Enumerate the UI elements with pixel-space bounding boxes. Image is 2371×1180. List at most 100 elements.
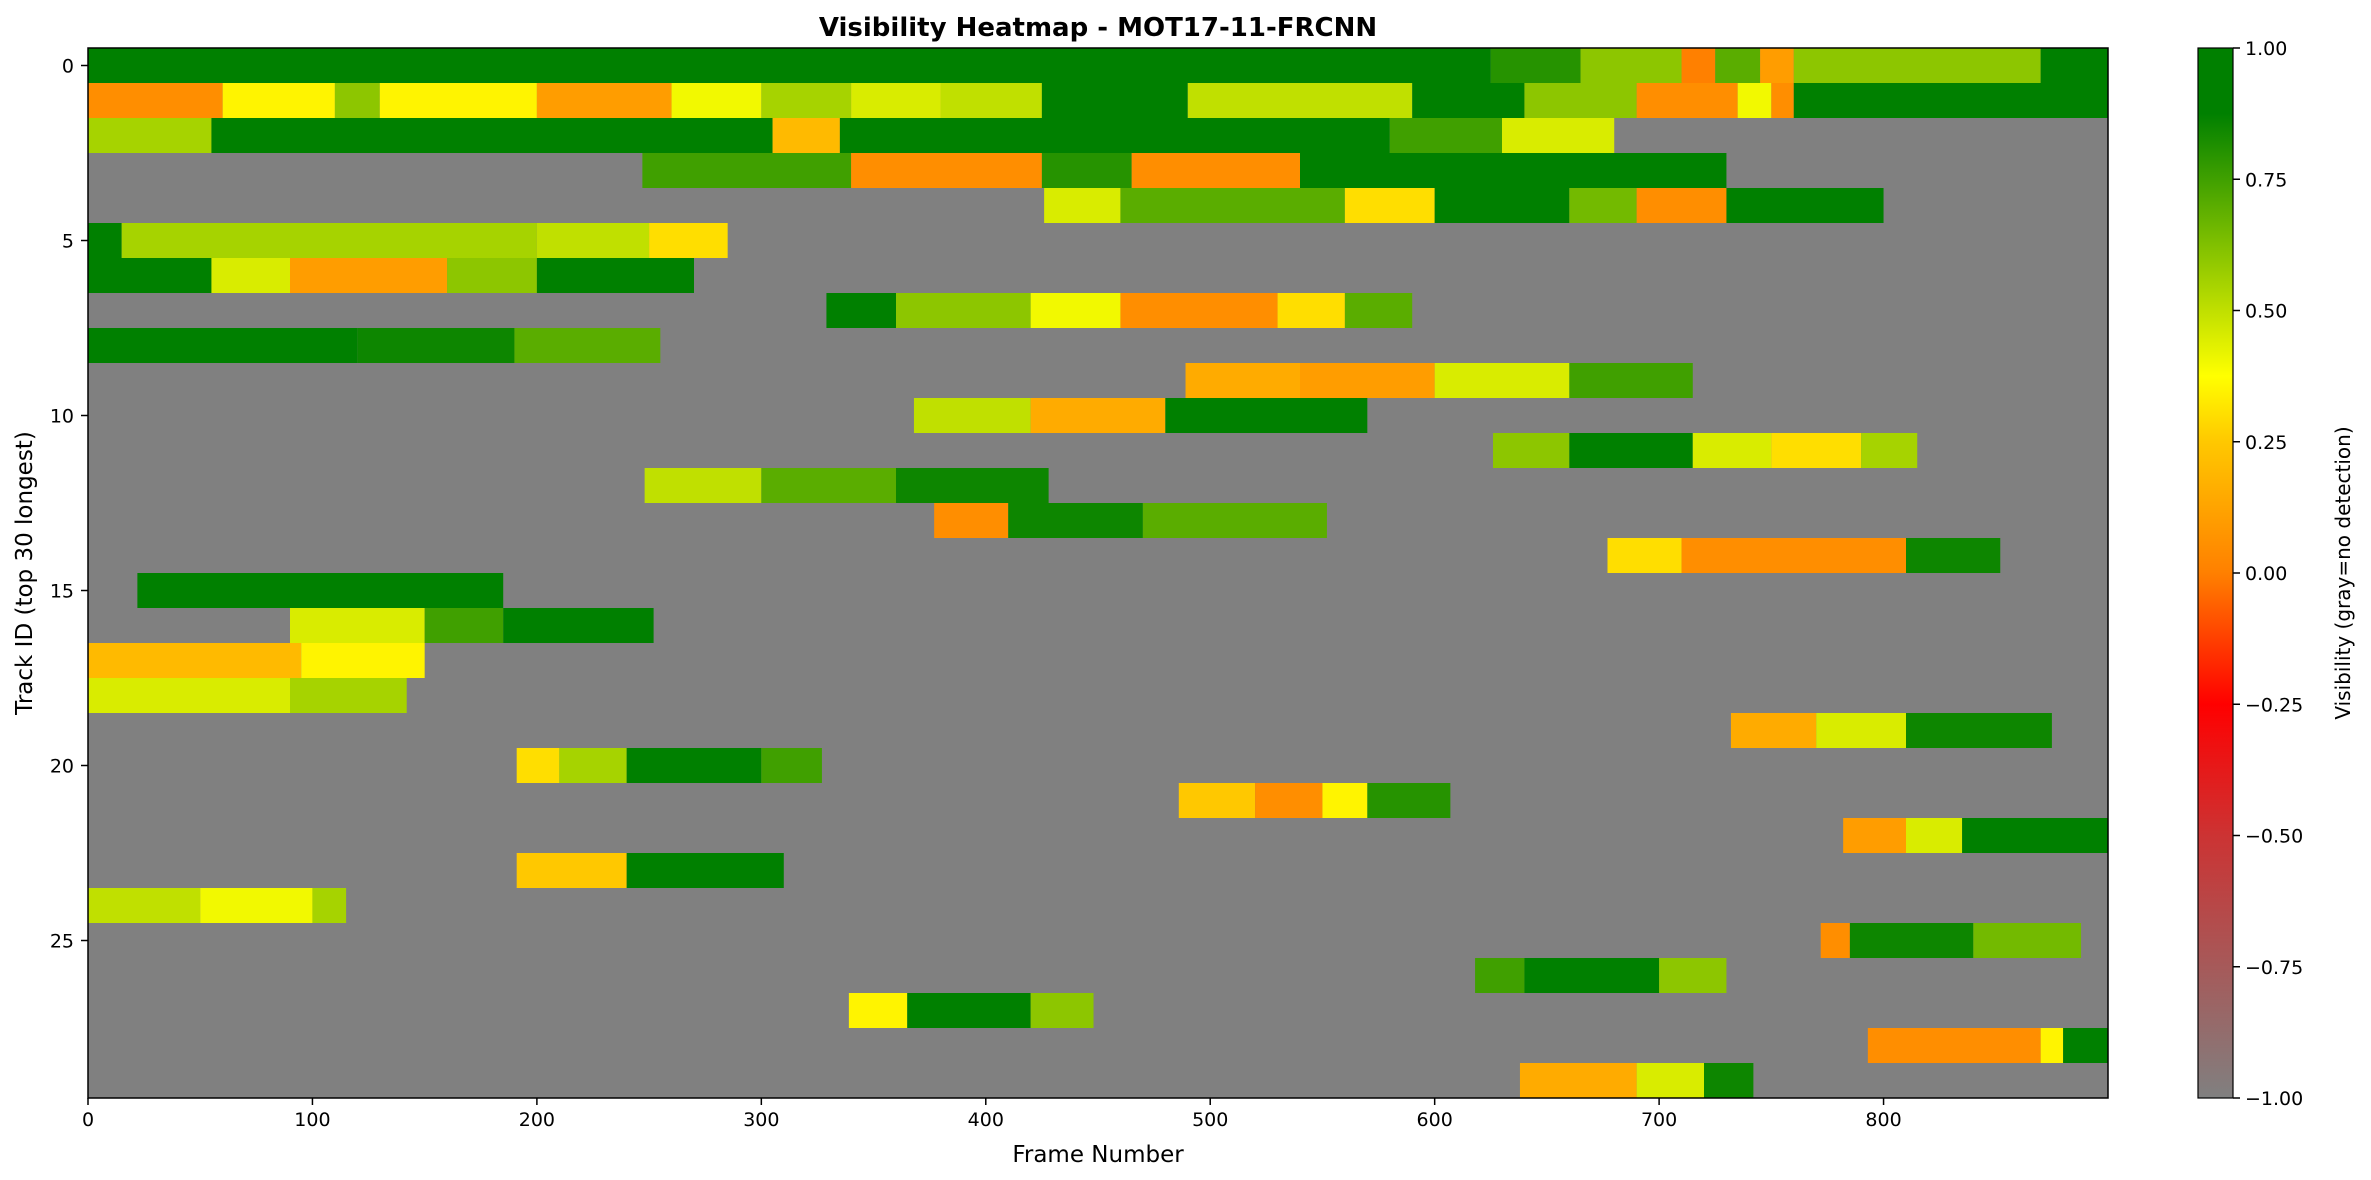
heatmap-cell xyxy=(88,328,358,363)
heatmap-cell xyxy=(1255,783,1323,818)
heatmap-cell xyxy=(848,993,908,1028)
heatmap-cell xyxy=(940,83,1042,118)
heatmap-cell xyxy=(1771,83,1794,118)
heatmap-cell xyxy=(1185,363,1300,398)
heatmap-cell xyxy=(88,223,122,258)
heatmap-cell xyxy=(88,258,212,293)
heatmap-cell xyxy=(1569,433,1693,468)
heatmap-cell xyxy=(1906,538,2001,573)
colorbar-tick-label: 0.25 xyxy=(2245,432,2287,454)
heatmap-cell xyxy=(934,503,1009,538)
colorbar-tick-label: 0.50 xyxy=(2245,301,2287,323)
heatmap-cell xyxy=(222,83,335,118)
heatmap-cell xyxy=(334,83,380,118)
heatmap-cell xyxy=(1030,398,1166,433)
heatmap-cell xyxy=(516,853,627,888)
heatmap-cell xyxy=(671,83,762,118)
heatmap-cell xyxy=(1490,48,1581,83)
heatmap-cell xyxy=(1820,923,1850,958)
heatmap-cell xyxy=(1131,153,1300,188)
heatmap-cell xyxy=(1906,713,2052,748)
heatmap-cell xyxy=(1681,538,1906,573)
heatmap-cell xyxy=(1580,48,1682,83)
heatmap-cell xyxy=(121,223,537,258)
heatmap-cell xyxy=(88,48,1491,83)
heatmap-cell xyxy=(1636,1063,1704,1098)
heatmap-cell xyxy=(536,223,650,258)
y-axis-ticks: 0 5 10 15 20 25 xyxy=(50,56,88,953)
y-tick-label: 0 xyxy=(62,56,74,78)
heatmap-cell xyxy=(1178,783,1256,818)
y-tick-label: 15 xyxy=(50,581,74,603)
colorbar-tick-label: 1.00 xyxy=(2245,38,2287,60)
heatmap-cell xyxy=(1300,363,1435,398)
heatmap-cell xyxy=(1344,188,1435,223)
heatmap-cell xyxy=(447,258,537,293)
heatmap-cells xyxy=(88,48,2108,1098)
heatmap-cell xyxy=(1607,538,1682,573)
heatmap-cell xyxy=(1843,818,1906,853)
heatmap-cell xyxy=(896,293,1031,328)
y-tick-label: 10 xyxy=(50,406,74,428)
heatmap-cell xyxy=(1142,503,1327,538)
colorbar-tick-label: 0.75 xyxy=(2245,169,2287,191)
x-axis-label: Frame Number xyxy=(1012,1142,1184,1168)
heatmap-cell xyxy=(761,83,852,118)
heatmap-cell xyxy=(1120,188,1345,223)
heatmap-cell xyxy=(1434,363,1570,398)
heatmap-cell xyxy=(1636,83,1738,118)
heatmap-cell xyxy=(559,748,627,783)
heatmap-cell xyxy=(536,83,672,118)
heatmap-cell xyxy=(88,83,223,118)
heatmap-cell xyxy=(913,398,1031,433)
heatmap-cell xyxy=(1030,993,1094,1028)
colorbar: 1.00 0.75 0.50 0.25 0.00 −0.25 −0.50 −0.75 −1.00… xyxy=(2197,38,2355,1110)
heatmap-cell xyxy=(88,643,302,678)
heatmap-cell xyxy=(1659,958,1727,993)
heatmap-cell xyxy=(1636,188,1727,223)
heatmap-cell xyxy=(1861,433,1918,468)
heatmap-cell xyxy=(2063,1028,2108,1063)
colorbar-tick-label: −0.25 xyxy=(2245,694,2303,716)
heatmap-cell xyxy=(1187,83,1413,118)
x-tick-label: 400 xyxy=(968,1109,1004,1131)
heatmap-cell xyxy=(1030,293,1121,328)
heatmap-cell xyxy=(1412,83,1525,118)
x-axis-ticks: 0 100 200 300 400 500 600 700 800 xyxy=(82,1098,1902,1131)
colorbar-label: Visibility (gray=no detection) xyxy=(2331,426,2355,719)
x-tick-label: 0 xyxy=(82,1109,94,1131)
heatmap-cell xyxy=(1726,188,1884,223)
heatmap-cell xyxy=(1849,923,1974,958)
y-tick-label: 25 xyxy=(50,931,74,953)
heatmap-cell xyxy=(424,608,504,643)
heatmap-cell xyxy=(1434,188,1570,223)
colorbar-tick-label: −1.00 xyxy=(2245,1088,2303,1110)
heatmap-cell xyxy=(626,853,784,888)
heatmap-cell xyxy=(649,223,728,258)
heatmap-cell xyxy=(1793,83,2108,118)
heatmap-cell xyxy=(1973,923,2082,958)
heatmap-cell xyxy=(211,118,773,153)
heatmap-cell xyxy=(503,608,654,643)
colorbar-tick-label: 0.00 xyxy=(2245,563,2287,585)
plot-frame xyxy=(87,47,2109,1099)
heatmap-cell xyxy=(1524,958,1660,993)
heatmap-cell xyxy=(1389,118,1502,153)
heatmap-cell xyxy=(290,258,448,293)
x-tick-label: 200 xyxy=(519,1109,555,1131)
heatmap-cell xyxy=(1730,713,1817,748)
heatmap-cell xyxy=(1502,118,1615,153)
heatmap-cell xyxy=(312,888,347,923)
heatmap-cell xyxy=(88,678,290,713)
heatmap-cell xyxy=(1569,363,1693,398)
x-tick-label: 800 xyxy=(1865,1109,1901,1131)
heatmap-cell xyxy=(1041,83,1188,118)
x-tick-label: 100 xyxy=(294,1109,330,1131)
heatmap-cell xyxy=(1715,48,1761,83)
heatmap-cell xyxy=(1277,293,1345,328)
heatmap-cell xyxy=(642,153,852,188)
heatmap-cell xyxy=(88,888,201,923)
heatmap-cell xyxy=(1120,293,1278,328)
heatmap-cell xyxy=(1044,188,1121,223)
